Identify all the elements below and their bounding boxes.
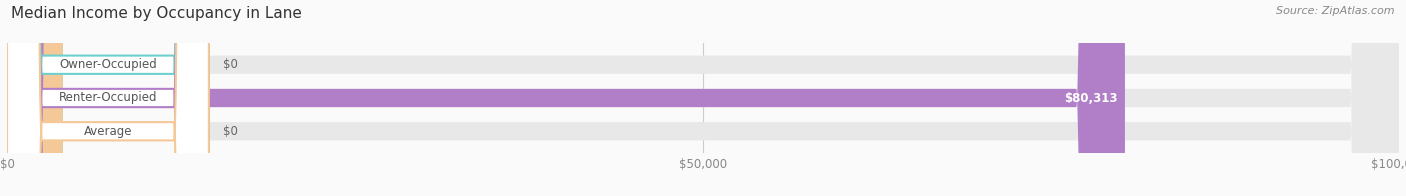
FancyBboxPatch shape xyxy=(7,0,1125,196)
FancyBboxPatch shape xyxy=(7,0,63,196)
FancyBboxPatch shape xyxy=(7,0,63,196)
FancyBboxPatch shape xyxy=(7,0,1399,196)
FancyBboxPatch shape xyxy=(7,0,209,196)
Text: Median Income by Occupancy in Lane: Median Income by Occupancy in Lane xyxy=(11,6,302,21)
Text: $80,313: $80,313 xyxy=(1064,92,1118,104)
Text: Average: Average xyxy=(84,125,132,138)
FancyBboxPatch shape xyxy=(7,0,209,196)
Text: Source: ZipAtlas.com: Source: ZipAtlas.com xyxy=(1277,6,1395,16)
Text: Renter-Occupied: Renter-Occupied xyxy=(59,92,157,104)
Text: Owner-Occupied: Owner-Occupied xyxy=(59,58,157,71)
Text: $0: $0 xyxy=(222,58,238,71)
FancyBboxPatch shape xyxy=(7,0,209,196)
FancyBboxPatch shape xyxy=(7,0,1399,196)
Text: $0: $0 xyxy=(222,125,238,138)
FancyBboxPatch shape xyxy=(7,0,1399,196)
